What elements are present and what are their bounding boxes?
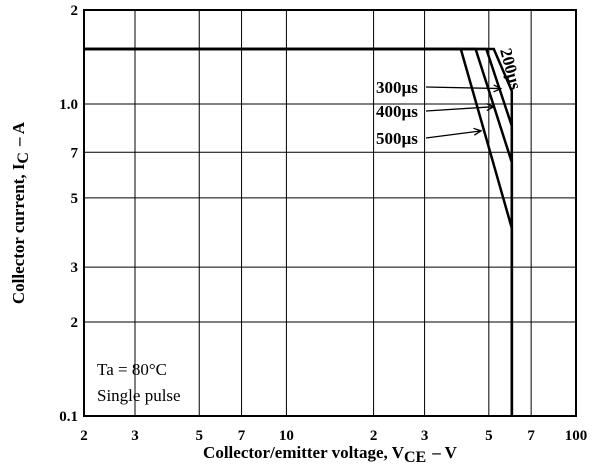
y-tick-label: 2 — [71, 315, 79, 331]
x-axis-label-main: Collector/emitter voltage, V — [203, 443, 405, 462]
y-tick-label: 0.1 — [59, 409, 78, 425]
x-tick-label: 7 — [238, 428, 246, 444]
annotation-label: 300µs — [376, 78, 418, 97]
x-axis-label: Collector/emitter voltage, VCE – V — [203, 443, 458, 466]
condition-pulse: Single pulse — [97, 386, 181, 405]
y-axis-label: Collector current, IC – A — [9, 121, 32, 304]
y-tick-label: 2 — [71, 3, 79, 19]
annotations: 200µs 300µs 400µs 500µs — [376, 46, 525, 148]
annotation-label: 400µs — [376, 102, 418, 121]
x-tick-label: 3 — [131, 428, 139, 444]
x-tick-label: 5 — [195, 428, 203, 444]
x-tick-label: 10 — [279, 428, 294, 444]
y-tick-label: 1.0 — [59, 97, 78, 113]
x-tick-label: 2 — [370, 428, 378, 444]
y-tick-label: 7 — [71, 145, 79, 161]
x-axis-label-sub: CE — [404, 449, 426, 466]
y-tick-labels: 0.1 2 3 5 7 1.0 2 — [59, 3, 78, 425]
arrow-head — [473, 127, 483, 136]
annotation-arrow — [425, 86, 501, 90]
x-tick-label: 2 — [80, 428, 88, 444]
x-tick-label: 3 — [421, 428, 429, 444]
y-tick-label: 3 — [71, 260, 79, 276]
x-tick-label: 5 — [485, 428, 493, 444]
annotation-arrow — [425, 130, 482, 139]
x-tick-label: 7 — [527, 428, 535, 444]
x-tick-label: 100 — [565, 428, 588, 444]
y-axis-label-unit: – A — [9, 121, 28, 147]
annotation-label: 500µs — [376, 129, 418, 148]
arrow-head — [493, 84, 503, 93]
plot-frame — [83, 9, 577, 417]
annotation-label: 200µs — [496, 46, 525, 92]
y-tick-label: 5 — [71, 191, 79, 207]
y-axis-label-main: Collector current, I — [9, 163, 28, 304]
condition-temperature: Ta = 80°C — [97, 360, 167, 379]
series-line-500us — [84, 47, 514, 416]
arrow-head — [486, 103, 496, 112]
x-axis-label-unit: – V — [431, 443, 457, 462]
annotation-arrow — [425, 106, 494, 112]
y-axis-label-sub: C — [15, 152, 32, 164]
x-tick-labels: 2 3 5 7 10 2 3 5 7 100 — [80, 428, 587, 444]
